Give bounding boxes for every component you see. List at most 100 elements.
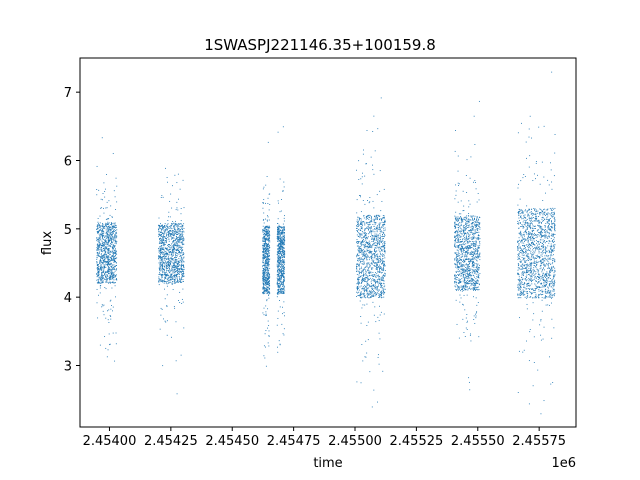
- data-point: [109, 269, 111, 271]
- data-point: [179, 249, 181, 251]
- data-point: [370, 156, 372, 158]
- data-point: [158, 234, 160, 236]
- data-point: [368, 243, 370, 245]
- data-point: [112, 241, 114, 243]
- data-point: [268, 284, 270, 286]
- data-point: [366, 245, 368, 247]
- data-point: [358, 248, 360, 249]
- data-point: [268, 227, 270, 229]
- data-point: [469, 232, 471, 234]
- data-point: [99, 344, 101, 346]
- data-point: [267, 263, 269, 265]
- data-point: [107, 274, 108, 276]
- data-point: [267, 274, 269, 276]
- data-point: [473, 245, 475, 247]
- data-point: [268, 252, 270, 254]
- data-point: [101, 244, 103, 246]
- data-point: [379, 305, 380, 307]
- data-point: [360, 268, 362, 270]
- data-point: [371, 286, 372, 288]
- data-point: [103, 244, 105, 245]
- data-point: [103, 207, 104, 209]
- data-point: [282, 272, 284, 274]
- data-point: [113, 260, 115, 261]
- data-point: [158, 256, 160, 258]
- data-point: [159, 264, 161, 266]
- data-point: [177, 272, 179, 274]
- data-point: [277, 218, 279, 220]
- data-point: [382, 233, 383, 235]
- data-point: [369, 227, 371, 229]
- data-point: [101, 230, 103, 232]
- data-point: [382, 225, 384, 227]
- data-point: [163, 237, 165, 239]
- data-point: [163, 281, 165, 283]
- data-point: [177, 249, 179, 251]
- data-point: [102, 244, 104, 246]
- data-point: [366, 296, 368, 298]
- data-point: [279, 232, 281, 234]
- data-point: [280, 240, 282, 242]
- data-point: [279, 178, 281, 180]
- data-point: [282, 243, 284, 245]
- data-point: [100, 268, 102, 269]
- data-point: [165, 253, 167, 255]
- data-point: [115, 265, 116, 267]
- data-point: [103, 253, 105, 255]
- data-point: [384, 241, 386, 243]
- data-point: [265, 263, 267, 265]
- data-point: [361, 278, 363, 280]
- data-point: [173, 241, 175, 243]
- data-point: [269, 279, 270, 281]
- data-point: [170, 274, 172, 276]
- data-point: [366, 282, 368, 284]
- data-point: [375, 287, 377, 289]
- data-point: [104, 273, 106, 275]
- data-point: [112, 237, 114, 239]
- data-point: [280, 226, 282, 228]
- data-point: [112, 281, 114, 283]
- data-point: [278, 279, 280, 280]
- data-point: [280, 271, 282, 273]
- data-point: [362, 289, 364, 291]
- data-point: [173, 231, 175, 232]
- data-point: [98, 272, 99, 274]
- data-point: [280, 271, 282, 273]
- data-point: [266, 290, 268, 292]
- data-point: [106, 247, 108, 249]
- data-point: [102, 259, 104, 261]
- data-point: [366, 281, 368, 283]
- data-point: [461, 256, 463, 258]
- data-point: [359, 234, 361, 236]
- data-point: [376, 273, 378, 275]
- data-point: [99, 266, 101, 268]
- data-point: [277, 237, 279, 239]
- data-point: [262, 260, 264, 262]
- data-point: [467, 275, 469, 277]
- data-point: [262, 251, 264, 253]
- data-point: [265, 272, 267, 274]
- data-point: [363, 287, 365, 289]
- data-point: [103, 235, 104, 237]
- data-point: [97, 232, 99, 234]
- data-point: [357, 286, 359, 288]
- data-point: [361, 282, 363, 284]
- data-point: [474, 242, 476, 244]
- data-point: [375, 281, 377, 283]
- data-point: [468, 238, 470, 240]
- data-point: [381, 221, 383, 223]
- data-point: [376, 238, 378, 240]
- data-point: [158, 251, 160, 253]
- data-point: [266, 286, 267, 288]
- data-point: [262, 256, 264, 258]
- data-point: [174, 226, 176, 228]
- data-point: [159, 260, 161, 262]
- data-point: [360, 275, 362, 277]
- data-point: [102, 245, 104, 247]
- data-point: [477, 276, 479, 278]
- data-point: [102, 225, 104, 227]
- data-point: [264, 269, 266, 271]
- data-point: [368, 244, 370, 246]
- data-point: [478, 276, 479, 277]
- data-point: [109, 227, 111, 229]
